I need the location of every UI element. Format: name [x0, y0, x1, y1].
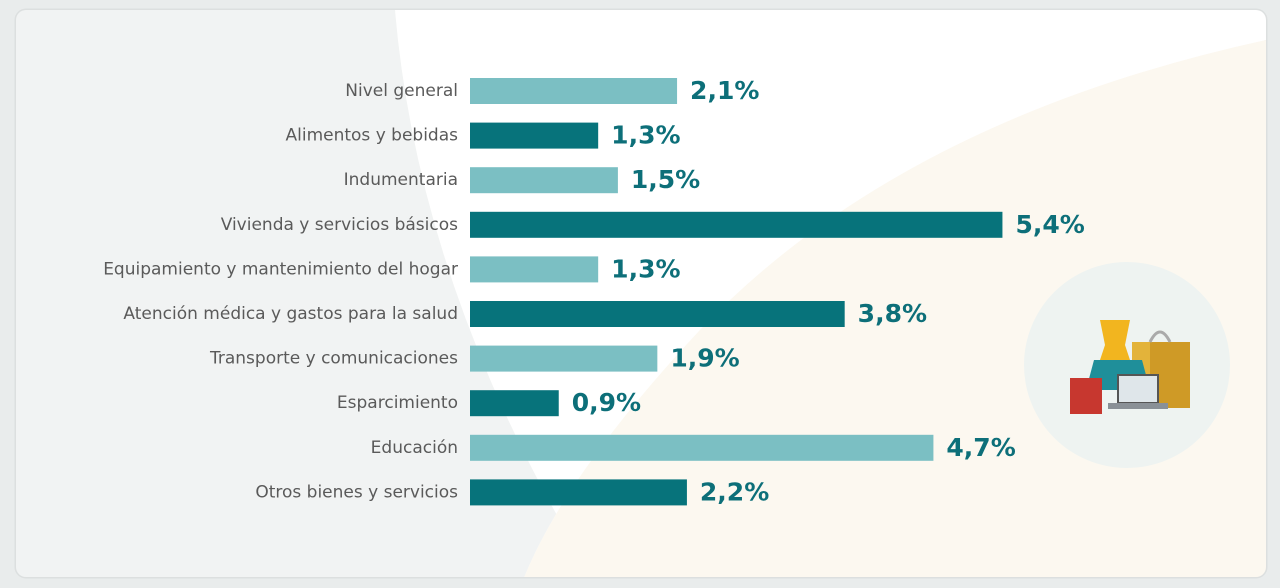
- category-label: Alimentos y bebidas: [286, 126, 459, 146]
- bar: [470, 345, 658, 372]
- category-label: Atención médica y gastos para la salud: [123, 304, 458, 324]
- category-label: Otros bienes y servicios: [255, 482, 458, 502]
- category-label: Transporte y comunicaciones: [209, 349, 458, 369]
- value-label: 0,9%: [572, 388, 641, 417]
- category-label: Vivienda y servicios básicos: [221, 215, 458, 235]
- value-label: 1,9%: [670, 344, 739, 373]
- bar: [470, 256, 599, 283]
- bar: [470, 390, 559, 417]
- bar: [470, 78, 678, 104]
- category-label: Equipamiento y mantenimiento del hogar: [103, 259, 458, 279]
- category-label: Esparcimiento: [337, 393, 458, 413]
- value-label: 3,8%: [858, 299, 927, 328]
- bars: Nivel general 2,1% Alimentos y bebidas 1,3%…: [103, 76, 1085, 506]
- bar: [470, 301, 845, 327]
- icon: [1024, 262, 1230, 468]
- category-label: Indumentaria: [344, 170, 458, 190]
- category-label: Nivel general: [345, 81, 458, 101]
- value-label: 4,7%: [946, 433, 1015, 462]
- bar: [470, 479, 687, 506]
- bar: [470, 167, 618, 194]
- value-label: 2,1%: [690, 76, 759, 105]
- value-label: 1,5%: [631, 165, 700, 194]
- value-label: 1,3%: [611, 121, 680, 150]
- value-label: 1,3%: [611, 254, 680, 283]
- bar: [470, 122, 599, 149]
- value-label: 5,4%: [1015, 210, 1084, 239]
- value-label: 2,2%: [700, 477, 769, 506]
- bar: [470, 211, 1003, 238]
- category-label: Educación: [371, 438, 458, 458]
- bar: [470, 434, 934, 461]
